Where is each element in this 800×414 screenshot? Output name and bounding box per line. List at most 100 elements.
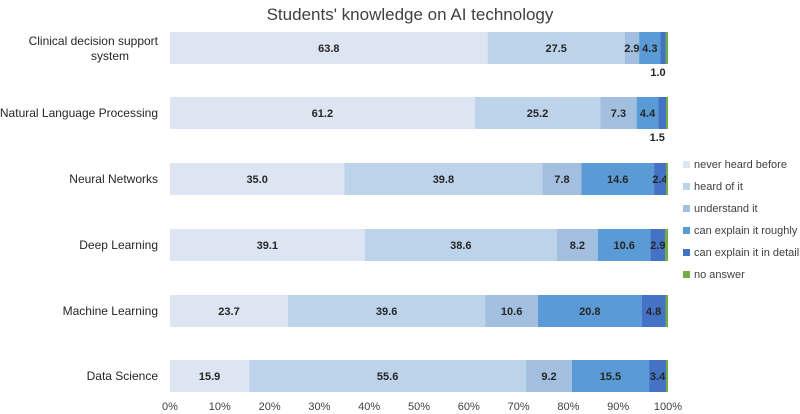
data-label: 23.7 — [218, 306, 239, 318]
legend-swatch-can-explain-it-in-detail — [683, 249, 690, 256]
data-label: 38.6 — [450, 240, 471, 252]
data-label: 15.9 — [199, 371, 220, 383]
data-label: 8.2 — [570, 240, 585, 252]
data-label: 20.8 — [579, 306, 600, 318]
bar-never-heard-before — [170, 360, 250, 392]
bar-can-explain-it-in-detail — [660, 32, 666, 64]
category-label: Natural Language Processing — [0, 106, 158, 120]
x-tick-label: 80% — [557, 401, 579, 413]
data-label: 25.2 — [527, 108, 548, 120]
chart-title: Students' knowledge on AI technology — [267, 5, 554, 24]
bar-can-explain-it-in-detail — [654, 163, 667, 195]
bar-can-explain-it-roughly — [639, 32, 661, 64]
x-tick-label: 40% — [358, 401, 380, 413]
bar-never-heard-before — [170, 163, 345, 195]
bar-understand-it — [600, 97, 637, 129]
legend-swatch-understand-it — [683, 205, 690, 212]
bar-can-explain-it-in-detail — [649, 360, 667, 392]
data-label: 3.4 — [650, 371, 666, 383]
bar-no-answer — [665, 295, 668, 327]
data-label: 2.4 — [652, 174, 668, 186]
bar-heard-of-it — [288, 295, 486, 327]
data-label: 9.2 — [541, 371, 556, 383]
x-axis: 0% 10% 20% 30% 40% 50% 60% 70% 80% 90% 100% — [162, 401, 682, 413]
category-label: Data Science — [87, 369, 159, 383]
x-tick-label: 30% — [308, 401, 330, 413]
x-tick-label: 100% — [654, 401, 682, 413]
data-label: 7.8 — [554, 174, 569, 186]
bar-never-heard-before — [170, 295, 289, 327]
bar-can-explain-it-in-detail — [650, 229, 666, 261]
legend-swatch-can-explain-it-roughly — [683, 227, 690, 234]
x-tick-label: 60% — [458, 401, 480, 413]
data-label: 27.5 — [545, 43, 566, 55]
bar-never-heard-before — [170, 97, 475, 129]
bar-no-answer — [666, 360, 668, 392]
x-tick-label: 50% — [408, 401, 430, 413]
data-label: 7.3 — [611, 108, 626, 120]
data-label: 1.5 — [650, 132, 665, 144]
bar-heard-of-it — [474, 97, 601, 129]
legend-label: never heard before — [694, 159, 787, 171]
category-label: Neural Networks — [69, 172, 158, 186]
legend-swatch-no-answer — [683, 271, 690, 278]
data-label: 4.3 — [642, 43, 657, 55]
x-tick-label: 70% — [508, 401, 530, 413]
bar-can-explain-it-roughly — [538, 295, 642, 327]
x-tick-label: 10% — [209, 401, 231, 413]
x-tick-label: 20% — [259, 401, 281, 413]
data-label: 4.4 — [640, 108, 656, 120]
data-label: 4.8 — [646, 306, 661, 318]
bar-can-explain-it-in-detail — [641, 295, 666, 327]
bar-understand-it — [526, 360, 572, 392]
bar-no-answer — [666, 97, 668, 129]
category-label: Clinical decision support — [29, 34, 159, 48]
category-label: Deep Learning — [79, 238, 158, 252]
bar-no-answer — [666, 163, 668, 195]
data-label: 35.0 — [246, 174, 267, 186]
bars-group: 63.8 27.5 2.9 4.31.061.2 25.2 7.3 4.41.535.0 39… — [170, 32, 669, 392]
data-label: 55.6 — [377, 371, 398, 383]
data-label: 39.6 — [376, 306, 397, 318]
legend-label: understand it — [694, 203, 758, 215]
bar-heard-of-it — [364, 229, 557, 261]
bar-can-explain-it-roughly — [571, 360, 650, 392]
data-label: 2.9 — [650, 240, 665, 252]
data-label: 2.9 — [624, 43, 639, 55]
bar-heard-of-it — [249, 360, 527, 392]
data-label: 61.2 — [312, 108, 333, 120]
bar-understand-it — [485, 295, 539, 327]
bar-can-explain-it-in-detail — [658, 97, 667, 129]
legend-label: can explain it roughly — [694, 225, 798, 237]
data-label: 14.6 — [607, 174, 628, 186]
data-label: 15.5 — [600, 371, 621, 383]
legend-swatch-heard-of-it — [683, 183, 690, 190]
legend-label: heard of it — [694, 181, 743, 193]
data-label: 10.6 — [501, 306, 522, 318]
category-label: Machine Learning — [63, 304, 158, 318]
legend-label: can explain it in detail — [694, 247, 799, 259]
data-label: 10.6 — [613, 240, 634, 252]
data-label: 39.1 — [257, 240, 278, 252]
bar-no-answer — [665, 32, 668, 64]
bar-understand-it — [624, 32, 640, 64]
bar-understand-it — [556, 229, 598, 261]
bar-heard-of-it — [344, 163, 543, 195]
data-label: 1.0 — [650, 67, 665, 79]
x-tick-label: 90% — [607, 401, 629, 413]
bar-understand-it — [542, 163, 582, 195]
category-label: system — [91, 49, 129, 63]
bar-heard-of-it — [487, 32, 625, 64]
bar-no-answer — [665, 229, 668, 261]
x-tick-label: 0% — [162, 401, 178, 413]
bar-never-heard-before — [170, 229, 365, 261]
bar-can-explain-it-roughly — [636, 97, 659, 129]
bar-never-heard-before — [170, 32, 488, 64]
bar-can-explain-it-roughly — [597, 229, 651, 261]
legend-label: no answer — [694, 269, 745, 281]
bar-can-explain-it-roughly — [581, 163, 655, 195]
data-label: 39.8 — [433, 174, 454, 186]
data-label: 63.8 — [318, 43, 339, 55]
